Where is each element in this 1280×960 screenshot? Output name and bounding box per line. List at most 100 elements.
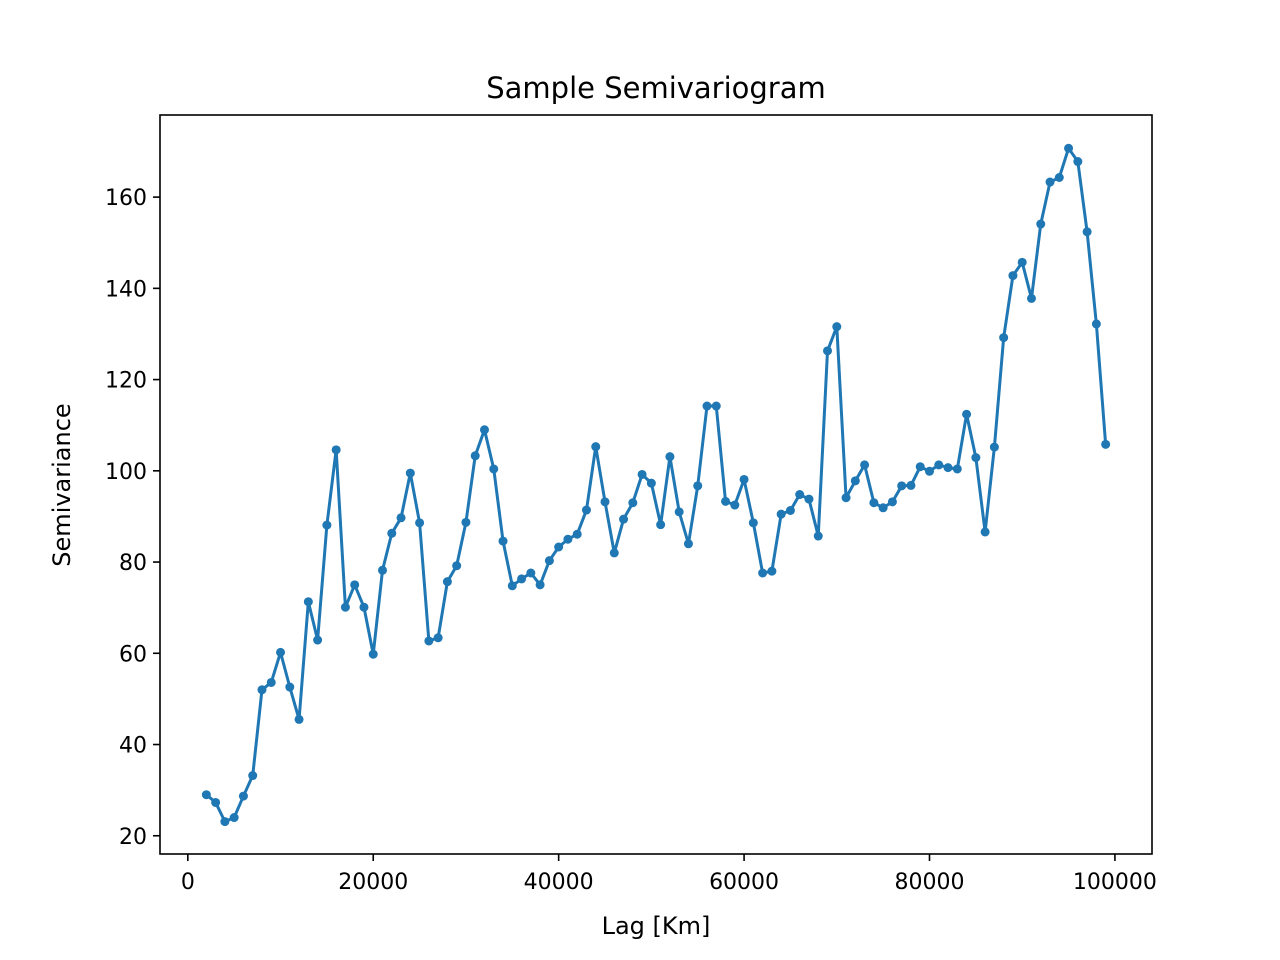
x-tick-label: 40000 bbox=[524, 870, 594, 895]
data-point bbox=[248, 771, 258, 781]
data-point bbox=[554, 542, 564, 552]
data-point bbox=[906, 480, 916, 490]
data-point bbox=[915, 462, 925, 472]
data-point bbox=[359, 602, 369, 612]
data-point bbox=[442, 577, 452, 587]
data-point bbox=[776, 509, 786, 519]
data-point bbox=[220, 817, 230, 827]
data-point bbox=[322, 520, 332, 530]
data-point bbox=[674, 507, 684, 517]
data-point bbox=[303, 597, 313, 607]
data-point bbox=[683, 539, 693, 549]
data-point bbox=[823, 346, 833, 356]
x-tick-label: 0 bbox=[181, 870, 195, 895]
data-point bbox=[350, 580, 360, 590]
data-point bbox=[1026, 293, 1036, 303]
data-point bbox=[563, 534, 573, 544]
data-point bbox=[795, 490, 805, 500]
data-point bbox=[1054, 172, 1064, 182]
data-point bbox=[943, 463, 953, 473]
data-point bbox=[405, 468, 415, 478]
data-point bbox=[656, 520, 666, 530]
axes-frame bbox=[159, 114, 1153, 855]
data-point bbox=[609, 548, 619, 558]
data-point bbox=[479, 425, 489, 435]
y-tick-label: 140 bbox=[105, 277, 147, 302]
y-axis-label: Semivariance bbox=[48, 403, 76, 566]
data-point bbox=[999, 333, 1009, 343]
data-point bbox=[285, 682, 295, 692]
data-point bbox=[1091, 319, 1101, 329]
data-point bbox=[813, 531, 823, 541]
y-tick-label: 120 bbox=[105, 369, 147, 394]
data-point bbox=[257, 685, 267, 695]
data-point bbox=[980, 527, 990, 537]
data-point bbox=[758, 568, 768, 578]
data-point bbox=[266, 677, 276, 687]
data-point bbox=[294, 714, 304, 724]
series-line bbox=[205, 146, 1108, 824]
data-point bbox=[238, 791, 248, 801]
data-point bbox=[962, 409, 972, 419]
data-point bbox=[619, 514, 629, 524]
y-tick-label: 60 bbox=[119, 642, 147, 667]
data-point bbox=[544, 556, 554, 566]
data-point bbox=[934, 460, 944, 470]
data-point bbox=[730, 500, 740, 510]
data-point bbox=[841, 493, 851, 503]
data-point bbox=[897, 481, 907, 491]
data-point bbox=[452, 561, 462, 571]
data-point bbox=[229, 813, 239, 823]
data-point bbox=[869, 498, 879, 508]
data-point bbox=[1073, 157, 1083, 167]
x-tick-label: 60000 bbox=[709, 870, 779, 895]
data-point bbox=[1045, 177, 1055, 187]
data-point bbox=[415, 518, 425, 528]
data-point bbox=[433, 633, 443, 643]
data-point bbox=[721, 496, 731, 506]
data-point bbox=[860, 460, 870, 470]
x-axis-label: Lag [Km] bbox=[602, 912, 711, 940]
x-tick-label: 20000 bbox=[338, 870, 408, 895]
data-point bbox=[340, 602, 350, 612]
data-point bbox=[424, 636, 434, 646]
data-point bbox=[1082, 227, 1092, 237]
data-point bbox=[665, 452, 675, 462]
data-point bbox=[1064, 143, 1074, 153]
data-point bbox=[201, 790, 211, 800]
data-point bbox=[591, 442, 601, 452]
data-point bbox=[313, 635, 323, 645]
data-point bbox=[767, 566, 777, 576]
data-point bbox=[581, 505, 591, 515]
data-point bbox=[470, 451, 480, 461]
data-point bbox=[971, 453, 981, 463]
data-point bbox=[461, 517, 471, 527]
data-point bbox=[1017, 257, 1027, 267]
data-point bbox=[711, 401, 721, 411]
data-point bbox=[489, 464, 499, 474]
data-point bbox=[785, 506, 795, 516]
x-tick-label: 80000 bbox=[894, 870, 964, 895]
data-point bbox=[526, 568, 536, 578]
data-point bbox=[396, 513, 406, 523]
data-point bbox=[378, 565, 388, 575]
data-point bbox=[804, 494, 814, 504]
y-tick-label: 160 bbox=[105, 186, 147, 211]
data-point bbox=[850, 476, 860, 486]
data-point bbox=[693, 481, 703, 491]
data-point bbox=[331, 445, 341, 455]
data-point bbox=[600, 497, 610, 507]
data-point bbox=[989, 442, 999, 452]
data-point bbox=[739, 474, 749, 484]
data-point bbox=[535, 580, 545, 590]
data-point bbox=[878, 503, 888, 513]
data-point bbox=[498, 536, 508, 546]
data-point bbox=[702, 401, 712, 411]
data-point bbox=[517, 574, 527, 584]
data-point bbox=[748, 518, 758, 528]
y-tick-label: 40 bbox=[119, 734, 147, 759]
data-point bbox=[1101, 439, 1111, 449]
data-point bbox=[628, 498, 638, 508]
data-point bbox=[1008, 271, 1018, 281]
